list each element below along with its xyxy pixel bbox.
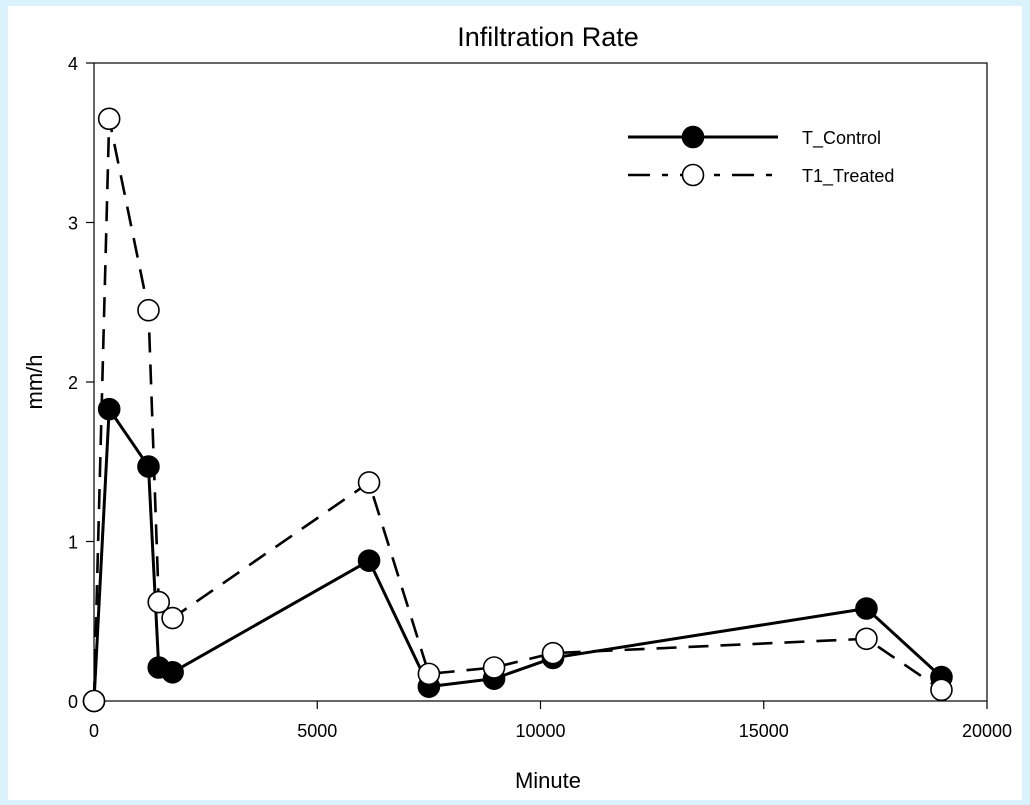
chart-frame: Infiltration Rate 0 5000 10000 15000 20000 0 1… (8, 6, 1022, 800)
y-axis-title: mm/h (22, 355, 47, 410)
x-tick-label: 10000 (515, 721, 565, 741)
line-chart: Infiltration Rate 0 5000 10000 15000 20000 0 1… (22, 22, 1012, 793)
x-axis-title: Minute (515, 768, 581, 793)
chart-title: Infiltration Rate (457, 22, 639, 52)
y-tick-label: 4 (68, 54, 78, 74)
series-line-t-control (92, 407, 943, 702)
plot-border (93, 62, 988, 702)
legend-label-t-control: T_Control (802, 128, 881, 149)
data-point-t1-treated (930, 678, 953, 702)
data-point-t1-treated (161, 606, 184, 630)
data-point-t1-treated (541, 641, 565, 665)
legend-label-t1-treated: T1_Treated (802, 166, 894, 187)
legend: T_Control T1_Treated (628, 125, 894, 187)
x-tick-label: 15000 (739, 721, 789, 741)
data-point-t1-treated (417, 662, 441, 686)
y-tick-label: 2 (68, 373, 78, 393)
data-point-t1-treated (482, 656, 506, 679)
legend-marker-t1-treated (681, 163, 705, 187)
data-point-t1-treated (97, 107, 121, 131)
series-line-t1-treated (92, 117, 943, 702)
x-tick-label: 5000 (297, 721, 337, 741)
x-tick-label: 0 (89, 721, 99, 741)
data-point-t-control (161, 660, 184, 684)
data-point-t-control (357, 549, 381, 572)
data-point-t-control (855, 597, 878, 620)
data-point-t1-treated (137, 298, 160, 322)
data-point-t1-treated (357, 471, 381, 494)
data-point-t1-treated (82, 689, 106, 713)
data-point-t1-treated (855, 627, 878, 651)
y-tick-label: 0 (68, 692, 78, 712)
y-tick-label: 3 (68, 214, 78, 234)
x-tick-label: 20000 (962, 721, 1012, 741)
data-point-t1-treated (147, 590, 171, 614)
data-point-t-control (137, 455, 160, 478)
data-point-t-control (97, 397, 121, 421)
legend-marker-t-control (681, 125, 705, 149)
y-tick-label: 1 (68, 533, 78, 553)
